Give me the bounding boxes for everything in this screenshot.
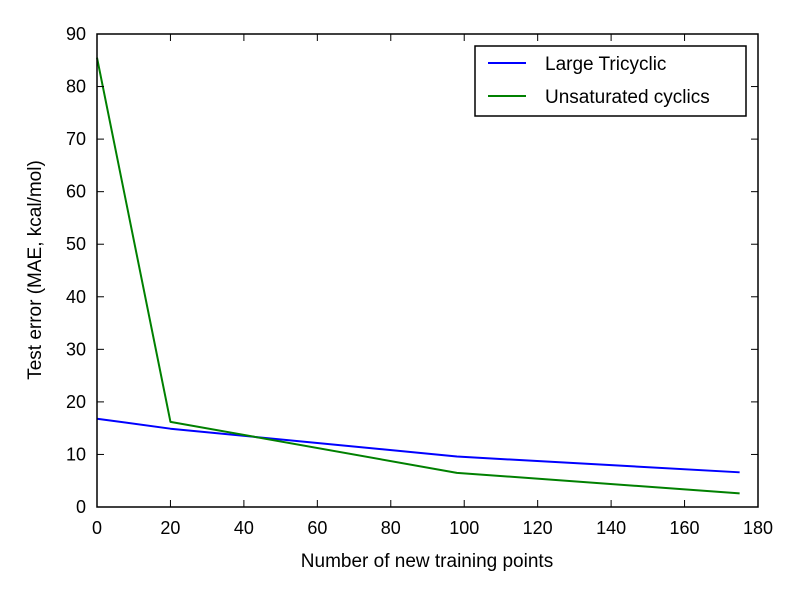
x-tick-label: 0 xyxy=(92,518,102,538)
series-line-unsaturated-cyclics xyxy=(96,57,740,495)
x-tick-label: 100 xyxy=(449,518,479,538)
x-tick-label: 60 xyxy=(307,518,327,538)
plot-frame xyxy=(96,33,759,508)
y-tick-label: 50 xyxy=(66,234,86,254)
legend-items: Large Tricyclic Unsaturated cyclics xyxy=(488,54,710,108)
y-tick-label: 40 xyxy=(66,287,86,307)
ticks-layer: 0 20 40 60 80 100 120 140 160 180 0 10 20 30 40 50 60 70 8… xyxy=(66,24,773,538)
x-tick-label: 20 xyxy=(160,518,180,538)
y-tick-label: 0 xyxy=(76,497,86,517)
y-tick-label: 10 xyxy=(66,444,86,464)
series-line-large-tricyclic xyxy=(96,417,740,474)
y-tick-label: 90 xyxy=(66,24,86,44)
x-axis-label: Number of new training points xyxy=(301,551,553,572)
y-tick-label: 80 xyxy=(66,77,86,97)
x-tick-label: 40 xyxy=(234,518,254,538)
x-tick-label: 80 xyxy=(381,518,401,538)
y-axis-label: Test error (MAE, kcal/mol) xyxy=(25,160,46,380)
x-tick-label: 140 xyxy=(596,518,626,538)
legend: Large Tricyclic Unsaturated cyclics xyxy=(474,45,747,117)
y-tick-label: 70 xyxy=(66,129,86,149)
y-tick-label: 20 xyxy=(66,392,86,412)
series-layer xyxy=(96,57,740,495)
legend-box xyxy=(474,45,747,117)
x-tick-label: 160 xyxy=(670,518,700,538)
legend-label-large-tricyclic: Large Tricyclic xyxy=(545,54,666,75)
x-tick-label: 120 xyxy=(523,518,553,538)
x-tick-label: 180 xyxy=(743,518,773,538)
legend-label-unsaturated-cyclics: Unsaturated cyclics xyxy=(545,87,710,108)
y-tick-label: 30 xyxy=(66,339,86,359)
y-tick-label: 60 xyxy=(66,182,86,202)
